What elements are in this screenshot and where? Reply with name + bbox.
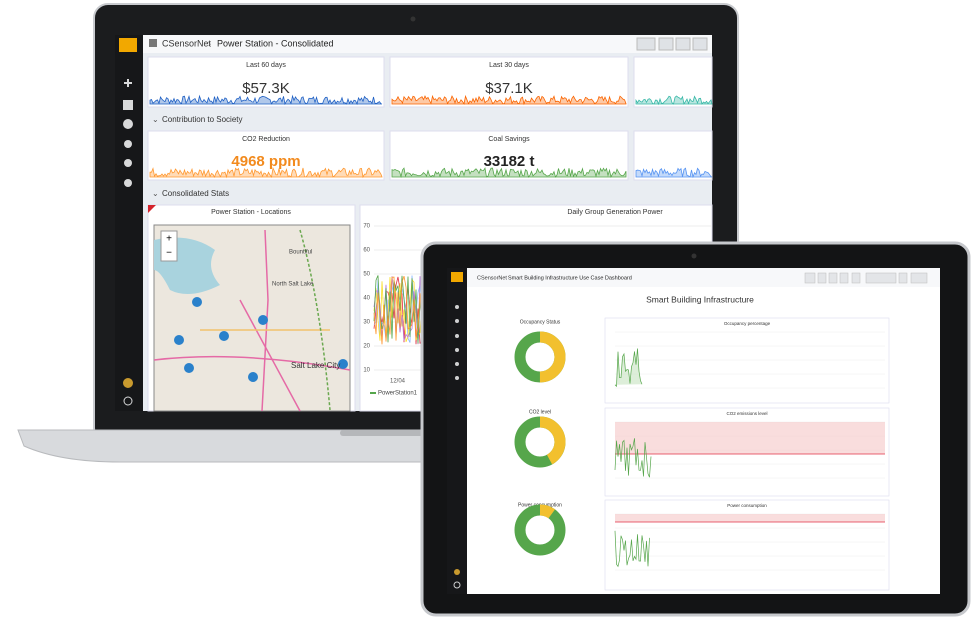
graph-panel — [604, 317, 890, 404]
tablet-toolbar[interactable] — [804, 272, 928, 284]
y-tick-label: 40 — [363, 296, 370, 302]
tablet-brand: CSensorNet — [477, 275, 507, 281]
x-tick-label: 12/04 — [390, 379, 406, 385]
row-chevron[interactable]: ⌄ — [152, 115, 159, 124]
threshold-band — [615, 514, 885, 522]
graph-title: CO2 emissions level — [726, 411, 767, 416]
donut-segment — [514, 331, 566, 383]
graph-title: Power consumption — [727, 503, 767, 508]
row-title[interactable]: Consolidated Stats — [162, 189, 229, 198]
sidebar — [115, 35, 143, 411]
top-bar — [143, 35, 712, 53]
camera — [410, 16, 416, 22]
tablet-dashboard[interactable]: Smart Building Infrastructure Use Case D… — [508, 275, 632, 281]
panel-title: Daily Group Generation Power — [567, 209, 663, 216]
threshold-band — [615, 422, 885, 454]
graph-line — [373, 275, 425, 345]
toolbar[interactable] — [636, 37, 708, 51]
separator: › — [208, 38, 211, 48]
sparklines — [149, 94, 713, 345]
sparkline — [149, 94, 383, 106]
stat-title: Last 30 days — [489, 62, 529, 69]
tablet-title: Smart Building Infrastructure — [646, 294, 754, 304]
logo — [119, 38, 137, 52]
zoom-in[interactable]: + — [166, 234, 172, 245]
donut-title: CO2 level — [529, 409, 551, 415]
tablet-logo — [451, 272, 463, 282]
donut-segment — [514, 504, 566, 556]
donut-segment — [514, 416, 566, 468]
tablet-camera — [691, 253, 697, 259]
sparkline — [391, 94, 627, 106]
alert-corner — [148, 205, 156, 213]
tablet-panels: Occupancy Status CO2 level Power consumpti… — [514, 317, 890, 591]
y-tick-label: 50 — [363, 272, 370, 278]
grid-icon — [149, 39, 157, 47]
tablet-sidebar-icons — [453, 305, 461, 589]
graph-line — [373, 275, 425, 344]
y-tick-label: 20 — [363, 344, 370, 350]
map-label: Bountiful — [289, 250, 312, 256]
graph-title: Occupancy percentage — [724, 321, 771, 326]
stat-value: $57.3K — [242, 80, 290, 97]
map-label: Salt Lake City — [291, 361, 340, 370]
row-title[interactable]: Contribution to Society — [162, 115, 243, 124]
stat-title: Last 60 days — [246, 62, 286, 69]
sparkline — [391, 167, 627, 179]
legend-swatch — [370, 392, 376, 394]
roads — [153, 229, 351, 412]
zoom-out[interactable]: − — [166, 248, 172, 259]
sidebar-icons — [123, 79, 133, 406]
zoom-control[interactable] — [160, 230, 178, 262]
graph-line — [614, 348, 643, 388]
stat-value: 4968 ppm — [231, 153, 300, 170]
y-tick-label: 60 — [363, 248, 370, 254]
map-pins — [174, 297, 348, 382]
y-tick-label: 70 — [363, 224, 370, 230]
graph-line — [614, 438, 652, 478]
sparkline — [635, 167, 713, 179]
legend-label: PowerStation1 — [378, 391, 418, 397]
sparkline — [635, 95, 713, 106]
stat-title: CO2 Reduction — [242, 136, 290, 143]
y-tick-label: 10 — [363, 368, 370, 374]
donut-title: Occupancy Status — [520, 319, 561, 325]
graph-line — [614, 530, 650, 568]
stat-panels — [147, 56, 713, 181]
row-chevron[interactable]: ⌄ — [152, 189, 159, 198]
stat-title: Coal Savings — [488, 136, 530, 143]
graph-panel — [604, 499, 890, 591]
tablet-sidebar — [447, 268, 467, 594]
map-label: North Salt Lake — [272, 282, 314, 288]
y-tick-label: 30 — [363, 320, 370, 326]
stat-value: $37.1K — [485, 80, 533, 97]
dashboard-name[interactable]: Power Station - Consolidated — [217, 38, 334, 48]
stat-value: 33182 t — [484, 153, 535, 170]
panel-title: Power Station - Locations — [211, 209, 291, 216]
brand: CSensorNet — [162, 38, 212, 48]
sparkline — [149, 166, 383, 179]
